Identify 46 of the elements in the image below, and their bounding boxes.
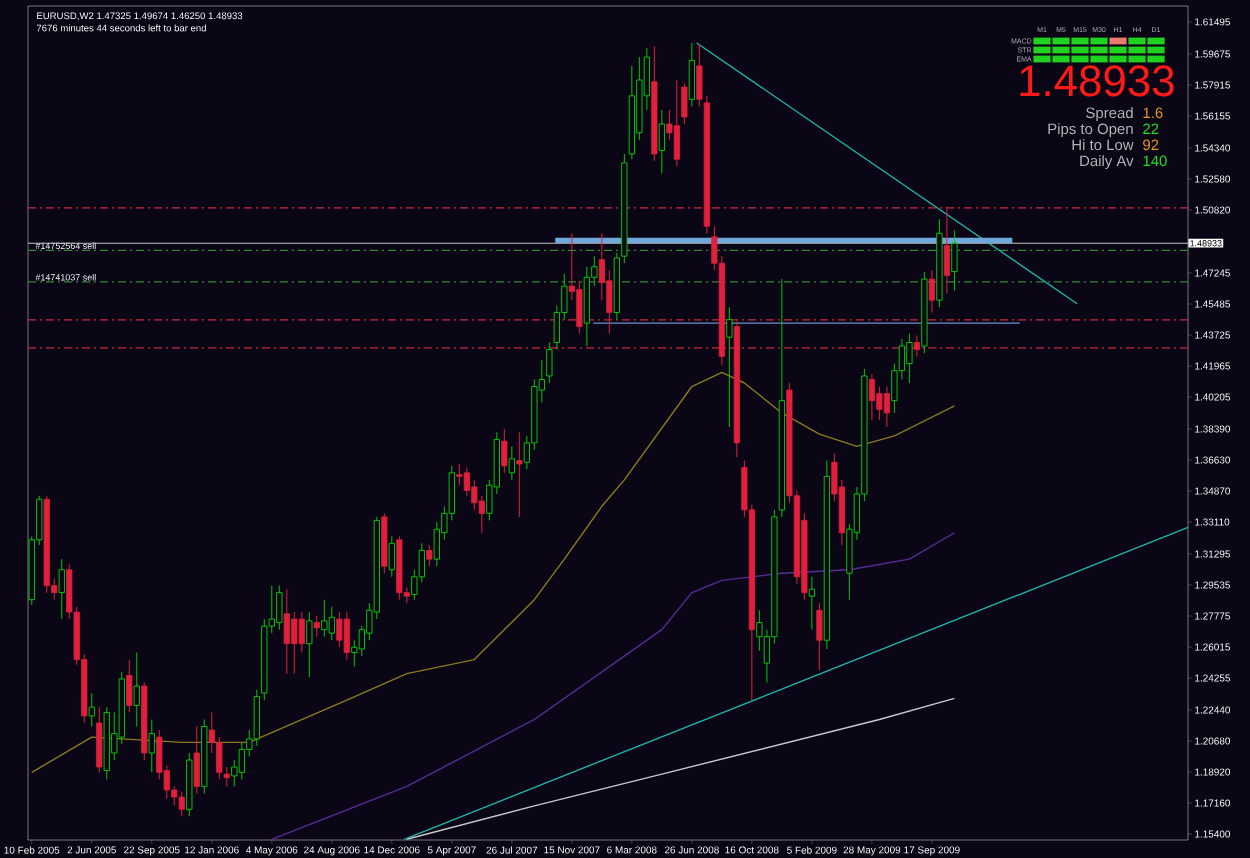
- candlestick: [583, 266, 591, 347]
- candlestick: [328, 606, 335, 641]
- candlestick: [726, 306, 733, 428]
- candlestick: [906, 333, 913, 384]
- candlestick: [516, 431, 523, 518]
- candlestick: [883, 386, 890, 428]
- candlestick: [913, 334, 920, 358]
- candlestick: [868, 373, 875, 421]
- candlestick: [808, 576, 816, 631]
- candlestick: [688, 42, 696, 107]
- candlestick: [216, 736, 223, 780]
- candlestick: [426, 544, 433, 567]
- candlestick: [456, 463, 463, 486]
- annotation: 1.48933: [1020, 65, 1174, 97]
- candlestick: [58, 558, 65, 620]
- candlestick: [148, 718, 155, 773]
- candlestick: [928, 269, 935, 314]
- candlestick: [576, 280, 583, 335]
- candlestick: [298, 611, 305, 654]
- candlestick: [283, 588, 290, 675]
- candlestick: [501, 428, 508, 474]
- candlestick: [88, 692, 95, 728]
- candlestick: [313, 615, 320, 638]
- candlestick: [816, 602, 823, 671]
- candlestick: [321, 599, 328, 638]
- candlestick: [238, 741, 245, 780]
- candlestick: [951, 229, 958, 292]
- candlestick: [388, 535, 395, 578]
- candlestick: [433, 521, 440, 567]
- candlestick: [673, 79, 680, 167]
- candlestick: [276, 585, 283, 631]
- candlestick: [463, 467, 470, 497]
- candlestick: [343, 611, 350, 661]
- candlestick: [193, 726, 200, 794]
- line-series: [406, 697, 956, 840]
- candlestick: [943, 206, 950, 294]
- candlestick: [306, 611, 313, 678]
- line-series: [31, 371, 956, 774]
- candlestick: [658, 109, 666, 174]
- candlestick: [96, 706, 103, 773]
- candlestick: [508, 445, 516, 481]
- candlestick: [133, 652, 140, 728]
- candlestick: [291, 611, 298, 675]
- candlestick: [126, 659, 133, 713]
- candlestick: [336, 611, 343, 648]
- candlestick: [178, 791, 185, 817]
